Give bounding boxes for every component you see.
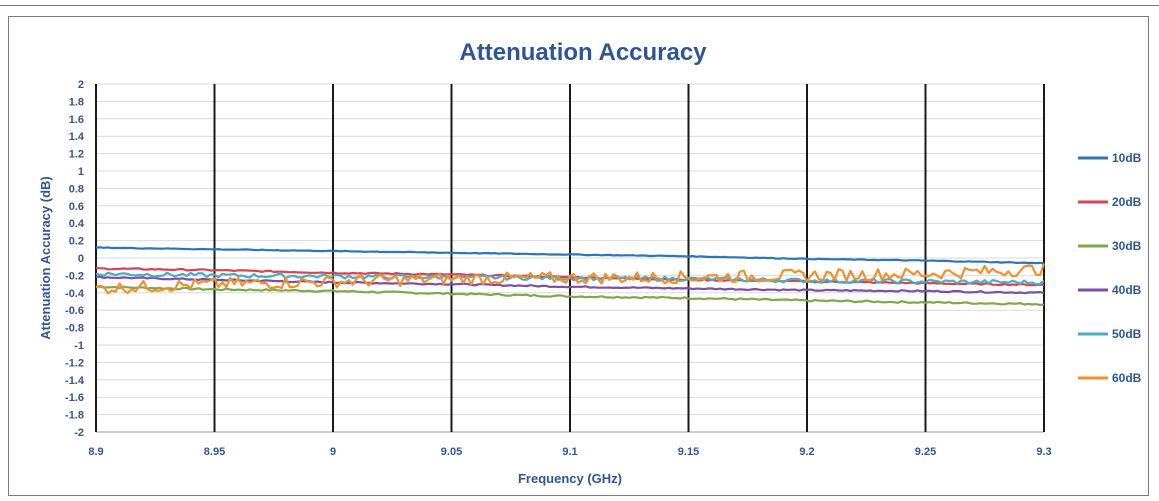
top-border-strip (0, 0, 1159, 6)
x-axis-title: Frequency (GHz) (518, 471, 622, 486)
y-tick-label: -0.2 (65, 270, 84, 282)
x-tick-label: 9.2 (799, 446, 814, 458)
series-line-60db (95, 263, 1046, 295)
series-line-10db (95, 246, 1045, 265)
legend-label: 10dB (1112, 151, 1142, 165)
series-lines (95, 246, 1046, 306)
x-tick-label: 8.95 (204, 446, 225, 458)
y-tick-label: 0 (78, 253, 84, 265)
y-tick-label: 1.4 (69, 131, 85, 143)
x-tick-label: 9 (330, 446, 336, 458)
legend-label: 20dB (1112, 195, 1142, 209)
x-tick-label: 9.05 (441, 446, 462, 458)
x-tick-labels: 8.9 8.95 9 9.05 9.1 9.15 9.2 9.25 9.3 (88, 446, 1051, 458)
chart-title: Attenuation Accuracy (459, 39, 707, 66)
x-tick-label: 9.15 (678, 446, 699, 458)
legend: 10dB 20dB 30dB 40dB 50dB 60dB (1078, 151, 1142, 385)
y-tick-label: -0.4 (65, 288, 85, 300)
x-tick-label: 9.3 (1036, 446, 1051, 458)
legend-label: 50dB (1112, 327, 1142, 341)
y-tick-label: 1.2 (69, 149, 84, 161)
y-tick-label: -1.8 (65, 410, 84, 422)
y-tick-label: 2 (78, 79, 84, 91)
y-tick-label: 1 (78, 166, 84, 178)
legend-label: 60dB (1112, 371, 1142, 385)
x-tick-label: 8.9 (88, 446, 103, 458)
series-line-30db (96, 285, 1045, 306)
y-tick-label: -2 (74, 427, 84, 439)
y-tick-label: 0.6 (69, 201, 84, 213)
y-tick-label: -0.8 (65, 323, 84, 335)
x-tick-label: 9.25 (915, 446, 936, 458)
y-axis-title: Attenuation Accuracy (dB) (38, 176, 53, 339)
y-tick-label: -1 (74, 340, 84, 352)
y-tick-label: -1.6 (65, 392, 84, 404)
y-tick-label: 0.8 (69, 183, 84, 195)
y-tick-label: -1.2 (65, 357, 84, 369)
x-tick-label: 9.1 (562, 446, 577, 458)
y-tick-labels: 2 1.8 1.6 1.4 1.2 1 0.8 0.6 0.4 0.2 0 -0.2 -0.4 -0.6 -… (65, 79, 85, 439)
y-tick-label: -1.4 (65, 375, 85, 387)
legend-label: 30dB (1112, 239, 1142, 253)
y-tick-label: 1.8 (69, 96, 84, 108)
series-line-50db (95, 271, 1045, 286)
legend-label: 40dB (1112, 283, 1142, 297)
y-tick-label: 1.6 (69, 114, 84, 126)
chart-frame (8, 16, 1149, 496)
y-tick-label: -0.6 (65, 305, 84, 317)
y-tick-label: 0.2 (69, 236, 84, 248)
y-tick-label: 0.4 (69, 218, 85, 230)
